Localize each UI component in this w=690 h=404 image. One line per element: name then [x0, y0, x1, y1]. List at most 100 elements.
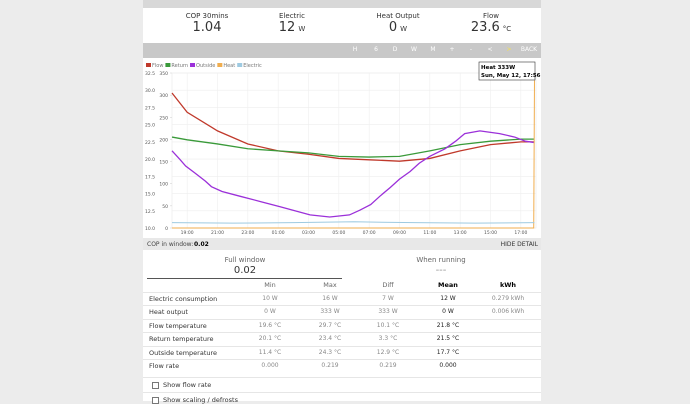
- toolbar-button[interactable]: <: [487, 46, 493, 53]
- series-line: [171, 92, 535, 162]
- x-tick-label: 15:00: [484, 230, 497, 236]
- cop-bar: [143, 238, 541, 250]
- y-tick-label: 20.0: [145, 157, 155, 163]
- x-tick-label: 05:00: [332, 230, 345, 236]
- legend-label: Electric: [243, 63, 262, 69]
- y2-tick-label: 0: [165, 226, 168, 232]
- y-tick-label: 27.5: [145, 105, 155, 111]
- table-header: Mean: [438, 281, 458, 289]
- summary-underline: [147, 278, 342, 279]
- stat-value-wrap: 1.04: [157, 20, 257, 35]
- x-tick-label: 09:00: [393, 230, 406, 236]
- checkbox[interactable]: [152, 382, 159, 389]
- table-rule: [143, 292, 541, 293]
- toolbar-button[interactable]: -: [469, 46, 473, 53]
- y-tick-label: 32.5: [145, 71, 155, 77]
- legend-swatch: [237, 63, 243, 67]
- summary-label: Full window: [224, 256, 266, 264]
- stat-unit: W: [298, 25, 306, 33]
- y2-tick-label: 50: [162, 204, 168, 210]
- tooltip-box: [478, 61, 536, 81]
- toolbar-button[interactable]: BACK: [520, 46, 538, 53]
- series-line: [171, 221, 535, 224]
- toolbar-button[interactable]: D: [392, 46, 398, 53]
- x-tick-label: 01:00: [272, 230, 285, 236]
- series-line: [171, 136, 535, 158]
- y-tick-label: 22.5: [145, 140, 155, 146]
- row-label: Electric consumption: [149, 295, 218, 303]
- table-header: Max: [323, 281, 337, 289]
- y2-tick-label: 350: [159, 71, 168, 77]
- toolbar-button[interactable]: M: [430, 46, 436, 53]
- stat-value: 12: [278, 20, 296, 35]
- cop-value: 0.02: [194, 241, 209, 248]
- x-tick-label: 19:00: [181, 230, 194, 236]
- toolbar-button[interactable]: 6: [374, 46, 378, 53]
- y-tick-label: 30.0: [145, 88, 155, 94]
- toolbar-button[interactable]: W: [411, 46, 417, 53]
- legend-swatch: [146, 63, 151, 67]
- option-label: Show flow rate: [163, 381, 212, 389]
- x-tick-label: 11:00: [423, 230, 436, 236]
- table-cell: 16 W: [322, 295, 338, 302]
- x-tick-label: 17:00: [514, 230, 527, 236]
- table-header: Min: [264, 281, 276, 289]
- y-tick-label: 25.0: [145, 123, 155, 129]
- summary-label: When running: [416, 256, 466, 264]
- x-tick-label: 07:00: [363, 230, 376, 236]
- table-cell: 10.1 °C: [376, 321, 400, 329]
- toolbar-button[interactable]: +: [449, 46, 455, 53]
- table-cell: 21.8 °C: [436, 321, 460, 329]
- row-label: Heat output: [149, 308, 188, 317]
- stat-label: Electric: [279, 12, 305, 20]
- x-tick-label: 21:00: [211, 230, 224, 236]
- stat-value: 0: [388, 20, 398, 35]
- legend-label: Outside: [196, 63, 215, 69]
- table-cell: 0.006 kWh: [491, 308, 525, 316]
- y2-tick-label: 100: [159, 182, 168, 188]
- table-cell: 333 W: [378, 308, 398, 316]
- legend-swatch: [190, 63, 196, 67]
- stat-unit: °C: [502, 25, 512, 33]
- cop-label: COP in window:: [147, 241, 194, 248]
- legend-label: Return: [171, 63, 188, 69]
- series-line: [172, 80, 535, 229]
- legend-label: Heat: [223, 63, 235, 69]
- stat-label: Heat Output: [376, 12, 420, 20]
- table-rule: [143, 359, 541, 360]
- table-cell: 3.3 °C: [378, 335, 398, 343]
- table-cell: 0.000: [439, 362, 457, 369]
- y-tick-label: 17.5: [145, 174, 155, 180]
- toolbar-button[interactable]: H: [352, 46, 358, 53]
- table-header: Diff: [382, 281, 394, 289]
- toolbar: [143, 43, 541, 58]
- summary-value: ---: [435, 265, 447, 276]
- table-cell: 24.3 °C: [318, 348, 342, 356]
- table-cell: 20.1 °C: [258, 335, 282, 343]
- table-cell: 0 W: [264, 308, 276, 316]
- y-tick-label: 10.0: [145, 226, 155, 232]
- table-cell: 0 W: [442, 308, 454, 316]
- plot-area: [171, 72, 537, 229]
- table-cell: 333 W: [320, 308, 340, 316]
- y-tick-label: 12.5: [145, 209, 155, 215]
- table-cell: 0.219: [321, 362, 339, 369]
- table-cell: 17.7 °C: [436, 348, 460, 356]
- table-rule: [143, 318, 541, 320]
- y2-tick-label: 200: [159, 137, 168, 143]
- hide-detail-button[interactable]: HIDE DETAIL: [500, 241, 538, 248]
- option-rule: [143, 377, 541, 378]
- table-cell: 29.7 °C: [318, 321, 342, 329]
- stat-value: 1.04: [192, 20, 222, 35]
- stat-label: Flow: [483, 12, 499, 20]
- y-tick-label: 15.0: [145, 192, 155, 198]
- table-cell: 23.4 °C: [318, 335, 342, 343]
- legend-swatch: [217, 63, 223, 67]
- legend-swatch: [165, 63, 171, 67]
- table-header: kWh: [499, 281, 517, 289]
- x-tick-label: 13:00: [454, 230, 467, 236]
- series-line: [171, 130, 535, 218]
- table-cell: 11.4 °C: [258, 348, 282, 356]
- toolbar-button[interactable]: >: [506, 46, 512, 53]
